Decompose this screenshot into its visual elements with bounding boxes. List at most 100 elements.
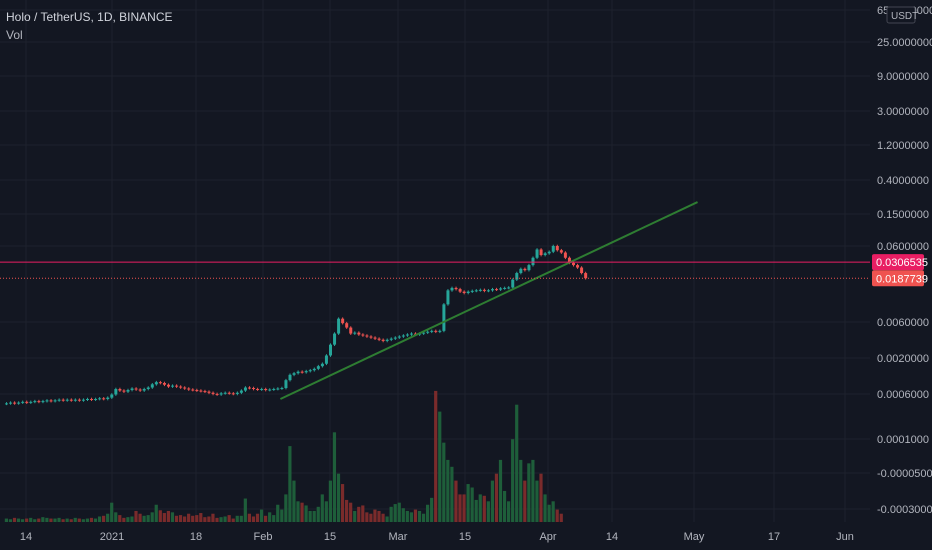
candle-body	[252, 388, 256, 390]
candle-body	[142, 389, 146, 391]
candle-body	[474, 290, 478, 292]
volume-bar	[320, 494, 324, 522]
candle-body	[276, 388, 280, 390]
candle-body	[300, 371, 304, 373]
candle-body	[203, 391, 207, 393]
volume-bar	[25, 518, 29, 522]
volume-bar	[535, 480, 539, 522]
candle-body	[94, 398, 98, 400]
candle-body	[183, 387, 187, 389]
price-label: 0.0187739	[876, 273, 928, 285]
candle-body	[572, 262, 575, 266]
candle-body	[507, 287, 511, 289]
candle-body	[130, 388, 134, 391]
volume-bar	[61, 519, 65, 522]
volume-bar	[65, 518, 69, 522]
candle-body	[337, 318, 341, 334]
volume-bar	[118, 515, 122, 522]
candle-body	[491, 289, 494, 291]
volume-bar	[97, 516, 102, 522]
volume-bar	[33, 519, 37, 522]
volume-bar	[377, 510, 381, 522]
volume-bar	[69, 519, 73, 522]
candle-body	[454, 287, 458, 290]
x-tick-label: 18	[190, 531, 202, 543]
volume-bar	[122, 517, 126, 522]
volume-bar	[353, 510, 357, 522]
candle-body	[389, 338, 393, 340]
x-tick-label: Apr	[539, 531, 556, 543]
volume-bar	[215, 517, 219, 522]
x-tick-label: 14	[606, 531, 618, 543]
y-tick-label: 0.0006000	[877, 389, 929, 401]
candle-body	[199, 390, 203, 392]
volume-bar	[527, 463, 531, 522]
candle-body	[138, 389, 142, 391]
candle-body	[106, 397, 110, 399]
volume-bar	[328, 480, 332, 522]
candle-body	[45, 400, 49, 402]
candle-body	[478, 289, 482, 291]
price-axis[interactable]: 65.000000025.00000009.00000003.00000001.…	[872, 5, 932, 516]
candle-body	[9, 402, 13, 404]
volume-bar	[531, 459, 535, 522]
candle-body	[381, 339, 385, 341]
candle-body	[207, 391, 211, 393]
volume-bar	[357, 506, 361, 522]
volume-bar	[247, 513, 251, 522]
candle-body	[434, 330, 438, 332]
volume-bar	[462, 494, 466, 522]
volume-bar	[154, 504, 158, 522]
candle-body	[547, 251, 551, 254]
candle-body	[296, 371, 300, 374]
volume-bar	[523, 480, 527, 522]
candle-body	[260, 389, 264, 391]
volume-indicator-label[interactable]: Vol	[6, 28, 23, 42]
volume-bar	[482, 495, 486, 522]
candle-body	[401, 335, 405, 337]
volume-bar	[507, 501, 511, 522]
volume-bar	[361, 505, 365, 522]
candle-body	[377, 338, 381, 340]
volume-bar	[511, 439, 515, 522]
volume-bar	[555, 509, 559, 522]
volume-bar	[413, 509, 418, 522]
volume-bar	[393, 504, 397, 522]
candle-body	[495, 289, 499, 291]
candle-body	[280, 388, 284, 390]
candle-body	[122, 390, 126, 392]
price-label-bg	[872, 270, 924, 287]
candle-body	[308, 370, 312, 372]
volume-bar	[77, 518, 81, 522]
x-tick-label: 2021	[100, 531, 124, 543]
volume-bar	[158, 510, 162, 522]
volume-bar	[150, 512, 154, 522]
candle-body	[171, 385, 175, 387]
candle-body	[5, 403, 8, 405]
candle-body	[584, 273, 588, 279]
volume-bar	[106, 513, 110, 522]
candle-body	[243, 387, 247, 391]
candle-body	[37, 401, 41, 403]
candle-body	[515, 273, 519, 280]
candle-body	[531, 257, 535, 266]
volume-bar	[332, 432, 337, 522]
x-tick-label: Jun	[836, 531, 854, 543]
volume-bar	[264, 515, 268, 522]
candle-body	[49, 400, 53, 402]
volume-bar	[421, 513, 426, 522]
time-axis[interactable]: 14 2021 18 Feb 15 Mar 15 Apr 14 May 17 Jun	[20, 531, 854, 543]
volume-bar	[29, 517, 33, 522]
volume-bar	[486, 501, 490, 522]
candle-body	[73, 399, 77, 401]
price-label: 0.0306535	[876, 257, 928, 269]
candle-body	[580, 267, 584, 274]
candle-body	[519, 268, 523, 274]
candle-body	[17, 402, 21, 404]
symbol-title[interactable]: Holo / TetherUS, 1D, BINANCE	[6, 10, 173, 24]
volume-bar	[53, 518, 57, 522]
volume-bar	[114, 512, 118, 522]
x-tick-label: May	[684, 531, 705, 543]
volume-bar	[405, 510, 409, 522]
